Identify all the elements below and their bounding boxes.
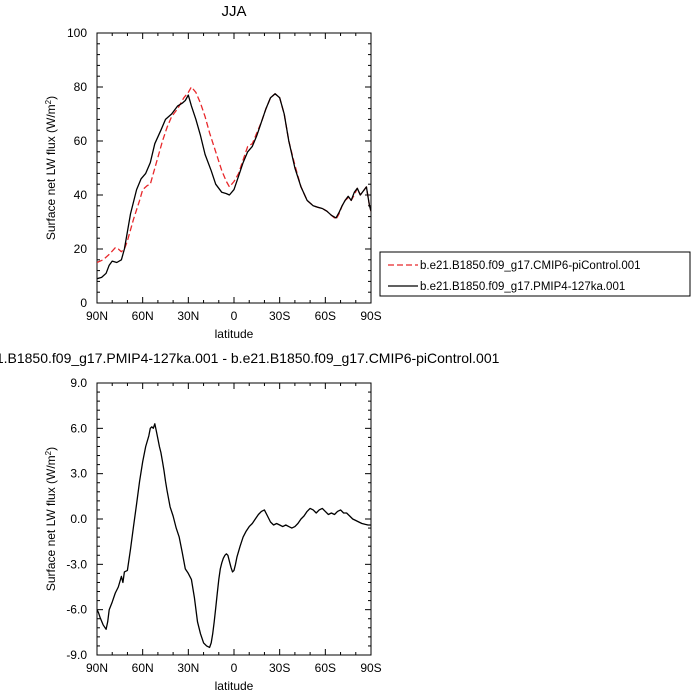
y-tick-label: 60 [74, 134, 88, 148]
y-tick-label: 80 [74, 80, 88, 94]
x-tick-label: 90S [360, 309, 381, 323]
y-tick-label: 9.0 [70, 376, 87, 390]
x-tick-label: 30N [177, 309, 199, 323]
y-axis-label-text: Surface net LW flux (W/m [44, 104, 58, 240]
series-line-solid-1 [97, 93, 371, 280]
y-axis-label: Surface net LW flux (W/m2) [44, 96, 59, 240]
top-plot-frame [96, 32, 372, 304]
y-axis-label-close: ) [44, 96, 58, 100]
legend-entry-label: b.e21.B1850.f09_g17.CMIP6-piControl.001 [420, 260, 641, 272]
x-tick-label: 90S [360, 661, 381, 675]
y-tick-label: 0.0 [70, 512, 87, 526]
legend: b.e21.B1850.f09_g17.CMIP6-piControl.001b… [379, 251, 691, 297]
y-axis-label: Surface net LW flux (W/m2) [44, 447, 59, 591]
y-tick-label: 0 [80, 296, 87, 310]
x-tick-label: 30N [177, 661, 199, 675]
x-tick-label: 30S [269, 309, 290, 323]
x-axis-label: latitude [215, 679, 254, 693]
legend-entry-label: b.e21.B1850.f09_g17.PMIP4-127ka.001 [420, 281, 625, 293]
x-tick-label: 60N [132, 661, 154, 675]
y-tick-label: 20 [74, 242, 88, 256]
series-line-solid-0 [97, 423, 371, 649]
x-tick-label: 90N [86, 309, 108, 323]
x-tick-label: 60S [315, 309, 336, 323]
x-tick-label: 0 [231, 309, 238, 323]
y-tick-label: 3.0 [70, 467, 87, 481]
bottom-plot-frame [96, 382, 372, 656]
y-axis-label-text: Surface net LW flux (W/m [44, 455, 58, 591]
x-axis-label: latitude [215, 327, 254, 341]
series-line-dashed-0 [97, 86, 371, 264]
x-tick-label: 30S [269, 661, 290, 675]
x-tick-label: 60N [132, 309, 154, 323]
top-chart-title: JJA [221, 3, 246, 20]
y-tick-label: 40 [74, 188, 88, 202]
x-tick-label: 90N [86, 661, 108, 675]
y-tick-label: -6.0 [66, 603, 87, 617]
legend-box [379, 251, 691, 297]
y-axis-label-superscript: 2 [44, 450, 53, 455]
y-tick-label: 6.0 [70, 421, 87, 435]
y-axis-label-close: ) [44, 447, 58, 451]
x-tick-label: 0 [231, 661, 238, 675]
bottom-chart-title: b.e21.B1850.f09_g17.PMIP4-127ka.001 - b.… [0, 350, 500, 366]
y-tick-label: -9.0 [66, 648, 87, 662]
x-tick-label: 60S [315, 661, 336, 675]
top-plot: JJA 90N 60N 30N 0 30S 60S 90S 0 20 40 60 80 100 latitu… [44, 3, 691, 341]
bottom-plot: b.e21.B1850.f09_g17.PMIP4-127ka.001 - b.… [0, 350, 500, 693]
y-tick-label: 100 [67, 26, 87, 40]
y-axis-label-superscript: 2 [44, 99, 53, 104]
y-tick-label: -3.0 [66, 557, 87, 571]
